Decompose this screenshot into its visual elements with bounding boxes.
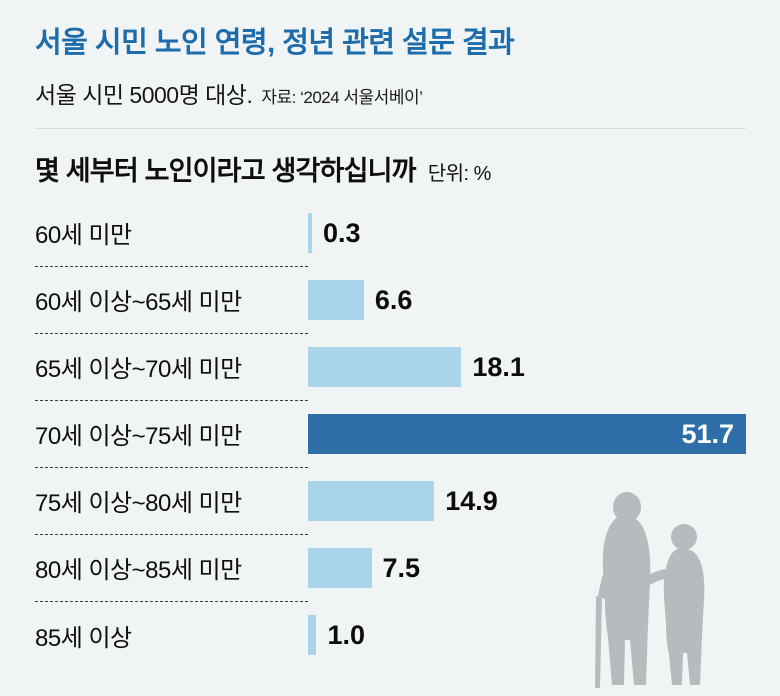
chart-row: 75세 이상~80세 미만 14.9 (35, 468, 746, 535)
bar-track: 51.7 (308, 414, 746, 455)
category-label: 65세 이상~70세 미만 (35, 334, 308, 401)
chart-row: 85세 이상 1.0 (35, 602, 746, 669)
category-label: 70세 이상~75세 미만 (35, 401, 308, 468)
bar-track: 7.5 (308, 548, 746, 589)
bar-track: 14.9 (308, 481, 746, 522)
bar-value: 18.1 (472, 351, 525, 382)
section-divider (35, 127, 746, 129)
bar-value: 14.9 (445, 485, 498, 516)
bar-track: 1.0 (308, 615, 746, 656)
bar: 51.7 (308, 414, 746, 455)
bar-value: 6.6 (374, 284, 413, 315)
chart-row: 70세 이상~75세 미만 51.7 (35, 401, 746, 468)
page-title: 서울 시민 노인 연령, 정년 관련 설문 결과 (35, 27, 515, 59)
elderly-couple-silhouette (595, 492, 705, 688)
chart-row: 60세 미만 0.3 (35, 200, 746, 267)
chart-header: 몇 세부터 노인이라고 생각하십니까 단위: % (35, 149, 746, 188)
category-label: 60세 이상~65세 미만 (35, 267, 308, 334)
header: 서울 시민 노인 연령, 정년 관련 설문 결과 서울 시민 5000명 대상.… (35, 26, 746, 110)
bar (308, 213, 312, 254)
chart-row: 80세 이상~85세 미만 7.5 (35, 535, 746, 602)
chart-title: 몇 세부터 노인이라고 생각하십니까 (35, 155, 417, 186)
bar (308, 347, 462, 388)
bar-value: 1.0 (327, 619, 366, 650)
bar (308, 481, 435, 522)
bar-value: 51.7 (681, 418, 734, 449)
bar-chart: 몇 세부터 노인이라고 생각하십니까 단위: % 60세 미만 0.3 60세 이상… (35, 149, 746, 669)
source-note: 자료: ‘2024 서울서베이’ (261, 87, 423, 107)
category-label: 75세 이상~80세 미만 (35, 468, 308, 535)
subtitle: 서울 시민 5000명 대상. (35, 81, 253, 108)
chart-row: 60세 이상~65세 미만 6.6 (35, 267, 746, 334)
bar-value: 7.5 (382, 552, 421, 583)
bar-track: 18.1 (308, 347, 746, 388)
category-label: 80세 이상~85세 미만 (35, 535, 308, 602)
chart-row: 65세 이상~70세 미만 18.1 (35, 334, 746, 401)
bar-track: 0.3 (308, 213, 746, 254)
bar (308, 615, 317, 656)
bar (308, 548, 372, 589)
category-label: 85세 이상 (35, 624, 132, 652)
bar (308, 280, 364, 321)
silhouette-shapes (595, 492, 705, 688)
unit-label: 단위: % (427, 162, 492, 185)
subtitle-line: 서울 시민 5000명 대상. 자료: ‘2024 서울서베이’ (35, 76, 746, 110)
chart-rows: 60세 미만 0.3 60세 이상~65세 미만 6.6 65세 이상~70세 미만 18… (35, 200, 746, 669)
bar-track: 6.6 (308, 280, 746, 321)
bar-value: 0.3 (322, 217, 361, 248)
category-label: 60세 미만 (35, 200, 308, 267)
